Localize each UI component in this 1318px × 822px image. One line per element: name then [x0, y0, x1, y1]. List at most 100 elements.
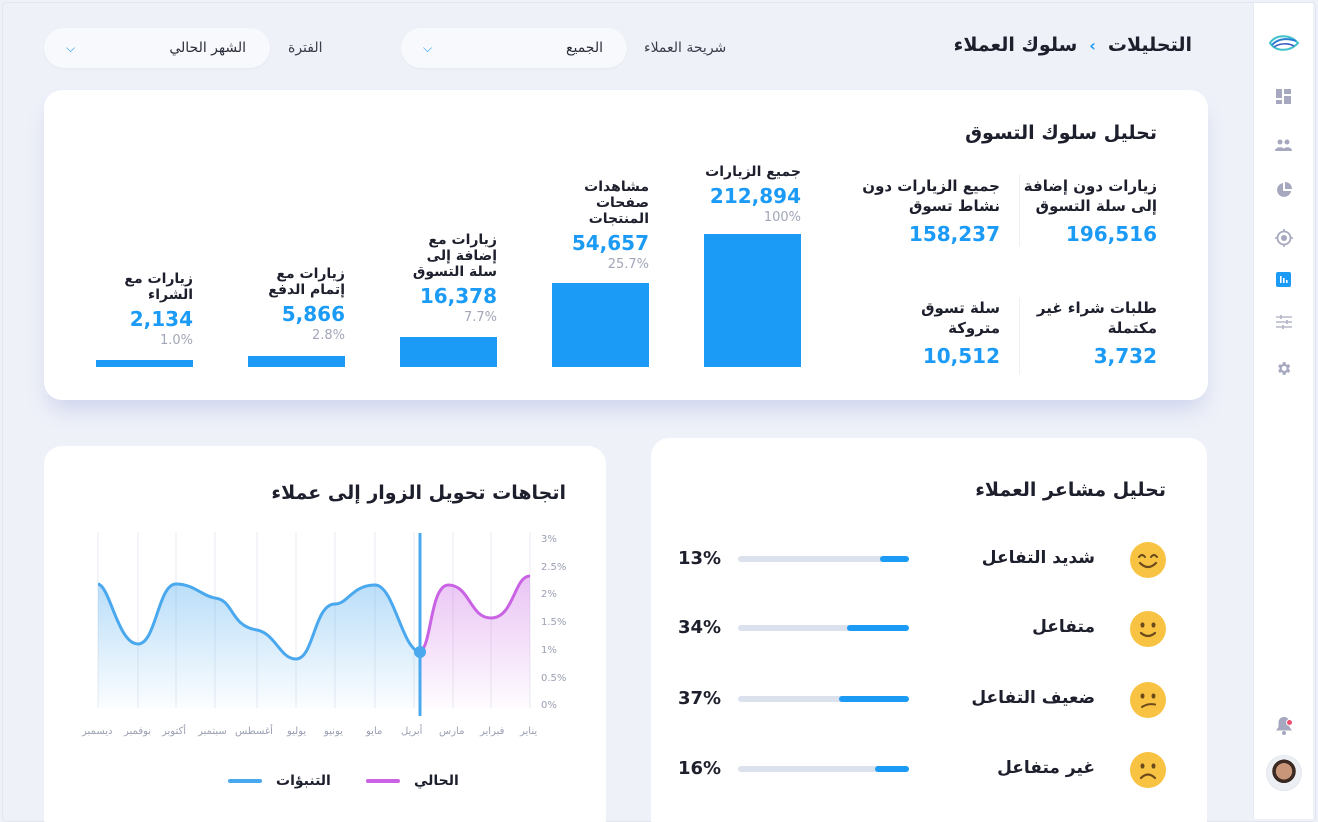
legend-swatch-icon: [366, 779, 400, 783]
x-tick: مايو: [366, 726, 383, 737]
y-tick: 1.5%: [541, 617, 567, 628]
chart-marker-dot: [414, 646, 426, 658]
stat-label: سلة تسوق متروكة: [921, 299, 1000, 337]
chevron-down-icon: ⌵: [66, 40, 76, 55]
funnel-label: زيارات مع الشراء: [124, 271, 193, 303]
sentiment-row: 13% شديد التفاعل: [651, 540, 1207, 580]
legend-label: الحالي: [414, 773, 459, 789]
breadcrumb: التحليلات › سلوك العملاء: [954, 34, 1192, 56]
funnel-bar[interactable]: [704, 234, 801, 367]
legend-label: التنبؤات: [276, 773, 331, 789]
sentiment-label: متفاعل: [1032, 617, 1095, 637]
stat-value: 3,732: [1093, 344, 1157, 368]
funnel-bar[interactable]: [96, 360, 193, 367]
y-tick: 0.5%: [541, 673, 567, 684]
divider: [1019, 298, 1020, 374]
legend-forecast[interactable]: التنبؤات: [228, 773, 331, 789]
confused-emoji-icon: [1130, 682, 1166, 718]
conversion-trend-card: اتجاهات تحويل الزوار إلى عملاء: [44, 446, 606, 822]
notification-badge: [1286, 719, 1293, 726]
sentiment-label: ضعيف التفاعل: [971, 688, 1095, 708]
funnel-value: 54,657: [571, 231, 649, 255]
x-tick: يناير: [520, 726, 538, 737]
period-dropdown[interactable]: ⌵ الشهر الحالي: [44, 28, 270, 68]
sentiment-row: 34% متفاعل: [651, 609, 1207, 649]
sentiment-progress-fill: [839, 696, 909, 702]
pie-chart-icon[interactable]: [1273, 179, 1295, 201]
sentiment-progress-fill: [847, 625, 909, 631]
x-tick: سبتمبر: [198, 726, 227, 737]
slight-smile-emoji-icon: [1130, 611, 1166, 647]
x-tick: ديسمبر: [82, 726, 113, 737]
funnel-value: 212,894: [709, 184, 801, 208]
chevron-right-icon: ›: [1089, 35, 1096, 55]
segment-filter-label: شريحة العملاء: [644, 40, 727, 56]
sliders-icon[interactable]: [1273, 311, 1295, 333]
y-tick: 0%: [541, 700, 557, 711]
funnel-add-to-cart: زيارات مع إضافة إلى سلة التسوق 16,378 7.…: [400, 232, 497, 325]
funnel-label: مشاهدات صفحات المنتجات: [584, 179, 649, 227]
funnel-pct: 1.0%: [159, 333, 193, 348]
stat-value: 10,512: [922, 344, 1000, 368]
sentiment-pct: 34%: [678, 617, 722, 638]
sentiment-progress: [738, 625, 909, 631]
sentiment-progress-fill: [875, 766, 909, 772]
funnel-label: زيارات مع إتمام الدفع: [268, 266, 345, 298]
sentiment-card: تحليل مشاعر العملاء 13% شديد التفاعل 34%…: [651, 438, 1207, 822]
segment-dropdown-value: الجميع: [566, 40, 603, 56]
stat-no-shopping-visits: جميع الزيارات دون نشاط تسوق 158,237: [850, 176, 1000, 246]
funnel-purchase: زيارات مع الشراء 2,134 1.0%: [96, 271, 193, 348]
sentiment-pct: 13%: [678, 548, 722, 569]
funnel-pct: 7.7%: [463, 310, 497, 325]
stat-label: زيارات دون إضافة إلى سلة التسوق: [1023, 177, 1157, 215]
shopping-behavior-card: تحليل سلوك التسوق زيارات دون إضافة إلى س…: [44, 90, 1208, 400]
segment-dropdown[interactable]: ⌵ الجميع: [401, 28, 627, 68]
funnel-all-visits: جميع الزيارات 212,894 100%: [704, 164, 801, 225]
smiling-eyes-emoji-icon: [1130, 542, 1166, 578]
sentiment-pct: 37%: [678, 688, 722, 709]
stat-abandoned-cart: سلة تسوق متروكة 10,512: [890, 298, 1000, 368]
funnel-pct: 25.7%: [607, 257, 649, 272]
divider: [1019, 174, 1020, 246]
frown-emoji-icon: [1130, 752, 1166, 788]
funnel-bar[interactable]: [400, 337, 497, 367]
card-title: تحليل مشاعر العملاء: [975, 479, 1166, 501]
sentiment-progress: [738, 556, 909, 562]
target-icon[interactable]: [1273, 227, 1295, 249]
funnel-product-views: مشاهدات صفحات المنتجات 54,657 25.7%: [552, 179, 649, 272]
stat-value: 196,516: [1065, 222, 1157, 246]
funnel-bar[interactable]: [552, 283, 649, 367]
sentiment-progress: [738, 696, 909, 702]
users-icon[interactable]: [1273, 134, 1295, 156]
breadcrumb-current: سلوك العملاء: [953, 34, 1078, 56]
sidebar: [1253, 3, 1313, 819]
card-title: تحليل سلوك التسوق: [965, 122, 1157, 144]
funnel-bar[interactable]: [248, 356, 345, 367]
y-tick: 1%: [541, 645, 557, 656]
bell-icon[interactable]: [1273, 715, 1295, 737]
sentiment-progress-fill: [880, 556, 909, 562]
x-tick: أكتوبر: [162, 726, 187, 737]
funnel-label: جميع الزيارات: [705, 164, 801, 180]
leaf-logo-icon[interactable]: [1267, 30, 1301, 56]
conversion-trend-chart[interactable]: [44, 446, 606, 746]
gear-icon[interactable]: [1273, 357, 1295, 379]
legend-current[interactable]: الحالي: [366, 773, 459, 789]
legend-swatch-icon: [228, 779, 262, 783]
chevron-down-icon: ⌵: [423, 40, 433, 55]
funnel-pct: 100%: [763, 210, 801, 225]
card-title: اتجاهات تحويل الزوار إلى عملاء: [271, 482, 566, 504]
y-tick: 2%: [541, 589, 557, 600]
stat-no-cart-visits: زيارات دون إضافة إلى سلة التسوق 196,516: [1007, 176, 1157, 246]
breadcrumb-parent[interactable]: التحليلات: [1107, 34, 1192, 56]
x-tick: يوليو: [287, 726, 307, 737]
stat-label: طلبات شراء غير مكتملة: [1036, 299, 1157, 337]
sentiment-pct: 16%: [678, 758, 722, 779]
funnel-checkout: زيارات مع إتمام الدفع 5,866 2.8%: [248, 266, 345, 343]
stat-label: جميع الزيارات دون نشاط تسوق: [862, 177, 1000, 215]
user-avatar[interactable]: [1266, 755, 1302, 791]
sentiment-row: 16% غير متفاعل: [651, 750, 1207, 790]
funnel-label: زيارات مع إضافة إلى سلة التسوق: [412, 232, 497, 280]
bar-chart-icon[interactable]: [1273, 268, 1295, 290]
grid-icon[interactable]: [1273, 85, 1295, 107]
